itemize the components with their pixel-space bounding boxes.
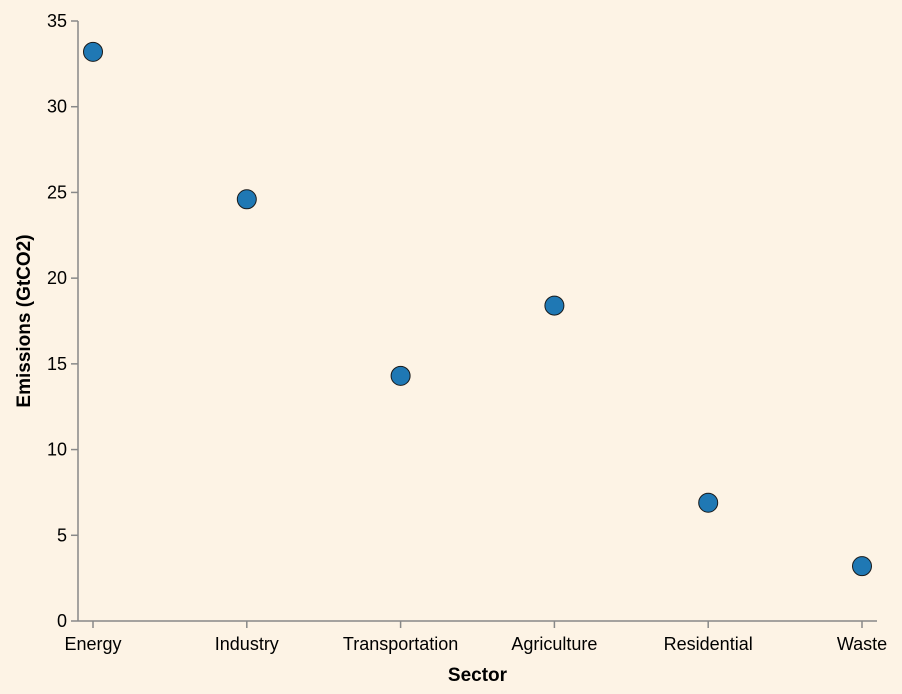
x-tick-label: Transportation <box>343 634 458 654</box>
data-point-waste <box>852 556 872 577</box>
x-tick-label: Waste <box>837 634 887 654</box>
y-tick-label: 10 <box>47 440 67 460</box>
x-tick-label: Industry <box>215 634 279 654</box>
x-tick-label: Energy <box>64 634 121 654</box>
y-tick-label: 30 <box>47 97 67 117</box>
x-axis-title: Sector <box>448 665 508 686</box>
y-tick-label: 25 <box>47 182 67 202</box>
x-tick-label: Agriculture <box>511 634 597 654</box>
y-axis-title: Emissions (GtCO2) <box>14 234 35 407</box>
y-tick-label: 20 <box>47 268 67 288</box>
y-tick-label: 15 <box>47 354 67 374</box>
data-point-transportation <box>390 365 411 386</box>
data-point-agriculture <box>544 295 565 316</box>
x-tick-label: Residential <box>664 634 753 654</box>
y-tick-label: 5 <box>57 525 67 545</box>
x-axis-ticks: Energy Industry Transportation Agriculture R… <box>64 621 887 654</box>
y-axis-ticks: 0 5 10 15 20 25 30 35 <box>47 11 78 631</box>
data-point-energy <box>83 41 103 62</box>
y-tick-label: 35 <box>47 11 67 31</box>
data-points <box>83 41 872 577</box>
y-tick-label: 0 <box>57 611 67 631</box>
data-point-residential <box>698 492 719 513</box>
data-point-industry <box>236 189 257 210</box>
